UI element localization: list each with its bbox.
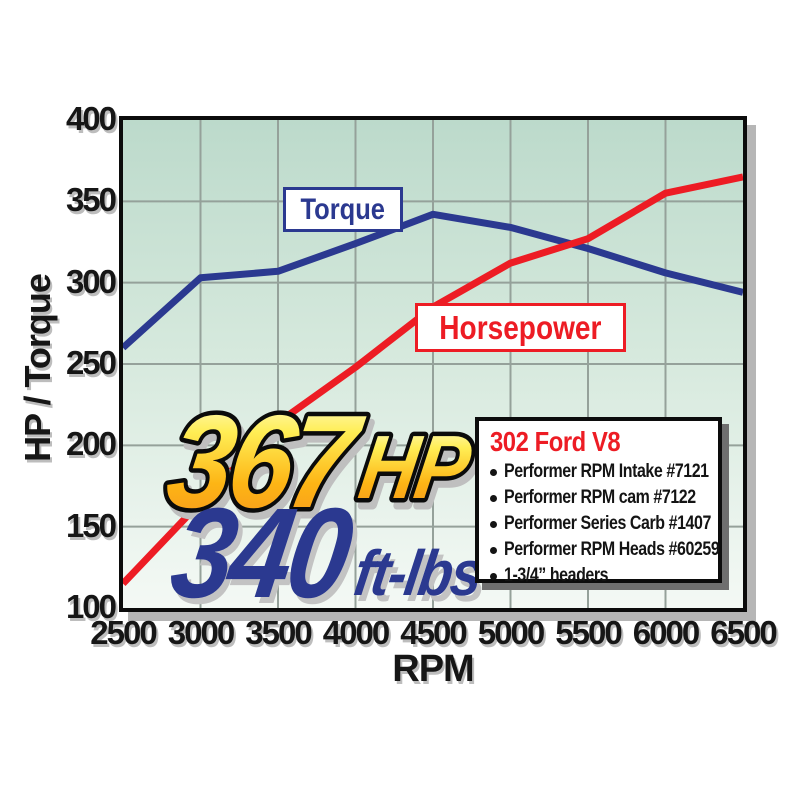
y-tick-label: 400: [65, 100, 117, 138]
x-axis-title: RPM: [392, 648, 474, 690]
engine-spec-title-text: 302 Ford V8: [490, 426, 621, 457]
bullet-icon: [490, 572, 497, 580]
spec-item-text: Performer RPM Intake #7121: [504, 461, 709, 482]
spec-item-text: Performer RPM cam #7122: [504, 487, 696, 508]
x-tick-label: 5000: [477, 614, 545, 651]
x-tick-label: 5500: [555, 614, 622, 651]
horsepower-callout-unit: HP: [353, 418, 478, 518]
y-tick-label: 150: [65, 506, 117, 544]
torque-callout-unit-shadow: ft-lbs: [354, 543, 491, 608]
spec-item: Performer Series Carb #1407: [490, 511, 714, 537]
torque-series-label-text: Torque: [300, 192, 386, 226]
torque-callout: 340 ft-lbs 340 ft-lbs: [163, 481, 491, 608]
spec-item-text: Performer RPM Heads #60259: [504, 539, 720, 560]
x-tick-label: 2500: [90, 614, 157, 651]
plot-canvas: 367 HP 367 HP 340 ft-lbs 340 ft-lbs: [123, 120, 743, 608]
x-axis-ticks: 2500 3000 3500 4000 4500 5000 5500 6000 6500: [90, 614, 777, 656]
horsepower-callout-value-shadow: 367: [163, 395, 376, 543]
horsepower-callout: 367 HP 367 HP: [154, 384, 487, 547]
horsepower-series-label: Horsepower: [415, 303, 626, 352]
spec-item: Performer RPM Heads #60259: [490, 537, 720, 563]
engine-spec-box: 302 Ford V8 Performer RPM Intake #7121 P…: [475, 417, 722, 586]
torque-callout-value-shadow: 340: [167, 487, 365, 608]
x-tick-label: 4500: [400, 614, 467, 651]
y-tick-label: 100: [65, 588, 117, 626]
y-tick-label: 350: [65, 181, 117, 219]
spec-item: Performer RPM cam #7122: [490, 485, 714, 511]
torque-callout-value: 340: [163, 481, 361, 608]
spec-item-text: Performer Series Carb #1407: [504, 513, 711, 534]
y-tick-label: 300: [65, 262, 117, 300]
x-tick-label: 6500: [710, 614, 777, 651]
engine-spec-title: 302 Ford V8: [490, 427, 714, 457]
torque-callout-text: 340 ft-lbs: [163, 481, 487, 608]
bullet-icon: [490, 520, 497, 528]
torque-series-label: Torque: [283, 187, 403, 232]
y-axis-ticks: 400 350 300 250 200 150 100: [40, 100, 117, 625]
horsepower-callout-shadow: 367 HP: [159, 391, 487, 547]
spec-item-text: 1-3/4” headers: [504, 565, 609, 586]
engine-spec-list: Performer RPM Intake #7121 Performer RPM…: [490, 459, 720, 589]
x-tick-label: 3000: [167, 614, 235, 651]
y-tick-label: 250: [65, 344, 117, 382]
torque-callout-shadow: 340 ft-lbs: [167, 487, 491, 608]
horsepower-callout-value: 367: [159, 388, 372, 536]
bullet-icon: [490, 468, 497, 476]
plot-area: 367 HP 367 HP 340 ft-lbs 340 ft-lbs: [119, 116, 747, 612]
x-tick-label: 4000: [322, 614, 390, 651]
torque-curve: [123, 210, 743, 351]
horsepower-callout-text: 367 HP: [154, 384, 482, 540]
spec-item: Performer RPM Intake #7121: [490, 459, 714, 485]
x-tick-label: 3500: [245, 614, 312, 651]
spec-item: 1-3/4” headers: [490, 563, 714, 589]
horsepower-callout-unit-shadow: HP: [357, 425, 482, 525]
y-axis-title: HP / Torque: [17, 274, 58, 462]
x-tick-label: 6000: [632, 614, 700, 651]
horsepower-series-label-text: Horsepower: [439, 308, 602, 346]
torque-callout-unit: ft-lbs: [350, 537, 487, 608]
bullet-icon: [490, 546, 497, 554]
bullet-icon: [490, 494, 497, 502]
y-tick-label: 200: [65, 425, 117, 463]
